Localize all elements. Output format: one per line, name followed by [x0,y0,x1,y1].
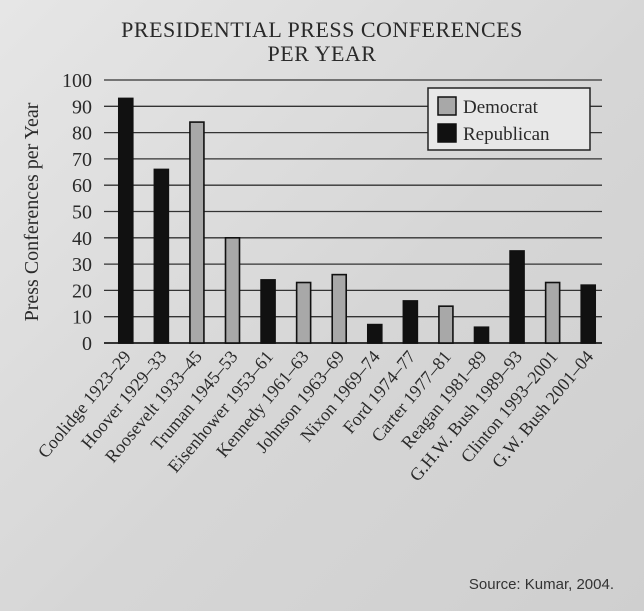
bar [438,305,454,344]
bar [473,326,490,344]
y-tick-label: 0 [82,333,92,355]
y-tick-label: 30 [72,254,92,276]
bar [295,281,312,344]
legend-label-democrat: Democrat [463,97,539,118]
bar [153,168,170,344]
y-tick-label: 50 [72,202,92,224]
bar [366,323,383,344]
bars [117,97,597,344]
y-tick-label: 100 [62,70,92,92]
bar [509,250,525,344]
bar [331,273,348,344]
legend: Democrat Republican [427,87,591,151]
y-axis-ticks: 0 10 20 30 40 50 60 70 80 90 100 [62,70,92,355]
y-tick-label: 10 [72,307,92,329]
chart-title-line2: PER YEAR [267,41,377,66]
y-tick-label: 90 [72,96,92,118]
bar [117,97,134,344]
y-tick-label: 60 [72,175,92,197]
chart-title: PRESIDENTIAL PRESS CONFERENCES PER YEAR [0,18,644,66]
bar [544,281,561,344]
y-axis-label: Press Conferences per Year [21,102,43,321]
bar [189,121,205,344]
y-tick-label: 80 [72,123,92,145]
bar [224,237,241,344]
bar [580,284,597,344]
y-tick-label: 70 [72,149,92,171]
source-note: Source: Kumar, 2004. [468,576,614,593]
legend-swatch-republican [437,123,457,143]
legend-label-republican: Republican [463,124,550,145]
y-tick-label: 20 [72,280,92,302]
bar [260,279,276,344]
legend-swatch-democrat [437,96,457,116]
bar [402,300,419,344]
y-tick-label: 40 [72,228,92,250]
chart-title-line1: PRESIDENTIAL PRESS CONFERENCES [121,17,523,42]
